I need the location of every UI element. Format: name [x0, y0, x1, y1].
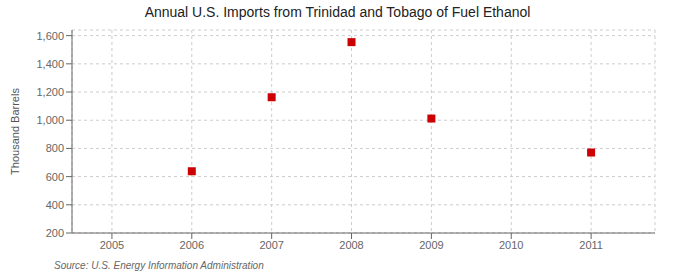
- svg-text:200: 200: [46, 227, 64, 239]
- svg-text:1,200: 1,200: [36, 86, 64, 98]
- svg-text:1,000: 1,000: [36, 114, 64, 126]
- svg-text:1,400: 1,400: [36, 58, 64, 70]
- svg-text:2007: 2007: [259, 239, 283, 251]
- svg-text:800: 800: [46, 142, 64, 154]
- html-text:Source: U.S. Energy Informatio: Source: U.S. Energy Information Administ…: [54, 260, 264, 271]
- svg-text:Thousand Barrels: Thousand Barrels: [9, 88, 21, 175]
- svg-text:1,600: 1,600: [36, 30, 64, 42]
- svg-text:2009: 2009: [419, 239, 443, 251]
- svg-text:2011: 2011: [579, 239, 603, 251]
- html-text:Annual U.S. Imports from Trini: Annual U.S. Imports from Trinidad and To…: [144, 4, 531, 20]
- svg-text:2010: 2010: [499, 239, 523, 251]
- svg-text:600: 600: [46, 171, 64, 183]
- svg-text:2005: 2005: [100, 239, 124, 251]
- svg-text:2008: 2008: [339, 239, 363, 251]
- svg-text:2006: 2006: [180, 239, 204, 251]
- svg-text:400: 400: [46, 199, 64, 211]
